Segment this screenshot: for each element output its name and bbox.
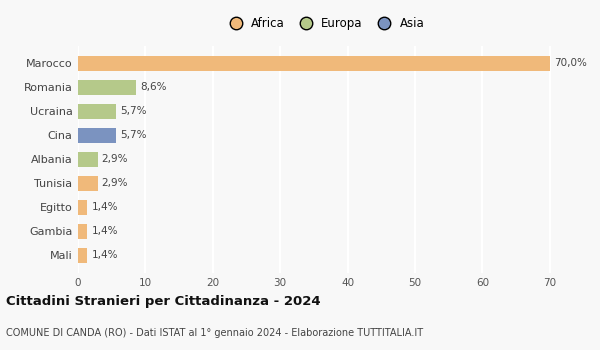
Text: 8,6%: 8,6% bbox=[140, 82, 167, 92]
Text: Cittadini Stranieri per Cittadinanza - 2024: Cittadini Stranieri per Cittadinanza - 2… bbox=[6, 294, 320, 308]
Text: 70,0%: 70,0% bbox=[554, 58, 587, 68]
Bar bbox=[78, 224, 88, 239]
Bar bbox=[78, 248, 88, 262]
Bar bbox=[78, 152, 98, 167]
Text: 2,9%: 2,9% bbox=[101, 154, 128, 164]
Text: 1,4%: 1,4% bbox=[91, 202, 118, 212]
Text: 2,9%: 2,9% bbox=[101, 178, 128, 188]
Text: 1,4%: 1,4% bbox=[91, 250, 118, 260]
Bar bbox=[78, 56, 550, 71]
Legend: Africa, Europa, Asia: Africa, Europa, Asia bbox=[219, 13, 429, 35]
Text: 1,4%: 1,4% bbox=[91, 226, 118, 236]
Text: 5,7%: 5,7% bbox=[121, 106, 147, 116]
Bar bbox=[78, 200, 88, 215]
Bar bbox=[78, 104, 116, 119]
Text: COMUNE DI CANDA (RO) - Dati ISTAT al 1° gennaio 2024 - Elaborazione TUTTITALIA.I: COMUNE DI CANDA (RO) - Dati ISTAT al 1° … bbox=[6, 328, 423, 338]
Bar bbox=[78, 128, 116, 143]
Bar bbox=[78, 176, 98, 191]
Bar bbox=[78, 80, 136, 95]
Text: 5,7%: 5,7% bbox=[121, 130, 147, 140]
